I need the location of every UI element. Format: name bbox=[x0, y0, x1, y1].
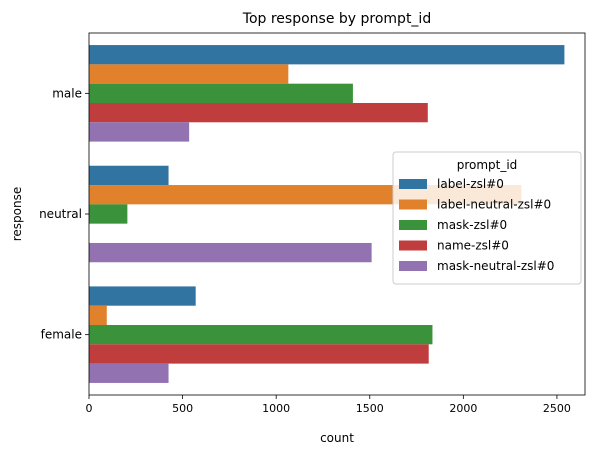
legend-label-mask-neutral-zsl-0: mask-neutral-zsl#0 bbox=[437, 259, 554, 273]
legend-label-label-zsl-0: label-zsl#0 bbox=[437, 177, 504, 191]
y-axis-label: response bbox=[10, 187, 24, 242]
bar-neutral-label-zsl-0 bbox=[89, 165, 169, 186]
bar-male-label-neutral-zsl-0 bbox=[89, 64, 289, 84]
bar-female-mask-neutral-zsl-0 bbox=[89, 363, 169, 383]
bar-female-label-neutral-zsl-0 bbox=[89, 305, 107, 326]
legend-swatch-label-neutral-zsl-0 bbox=[399, 199, 427, 210]
x-tick-label: 2500 bbox=[543, 402, 571, 415]
legend-swatch-label-zsl-0 bbox=[399, 179, 427, 189]
legend-items: label-zsl#0 label-neutral-zsl#0 mask-zsl#0… bbox=[399, 177, 554, 273]
legend-box bbox=[392, 151, 582, 285]
legend-label-mask-zsl-0: mask-zsl#0 bbox=[437, 218, 507, 232]
bar-female-label-zsl-0 bbox=[89, 286, 196, 306]
bar-neutral-mask-zsl-0 bbox=[89, 204, 128, 224]
bar-male-name-zsl-0 bbox=[89, 102, 428, 123]
x-axis-label: count bbox=[320, 431, 354, 445]
legend-title: prompt_id bbox=[457, 158, 518, 172]
legend-swatch-mask-zsl-0 bbox=[399, 220, 427, 230]
bar-neutral-mask-neutral-zsl-0 bbox=[89, 242, 372, 263]
x-tick-label: 2000 bbox=[449, 402, 477, 415]
y-tick-label-female: female bbox=[41, 328, 82, 342]
bar-female-mask-zsl-0 bbox=[89, 325, 433, 345]
legend-label-label-neutral-zsl-0: label-neutral-zsl#0 bbox=[437, 198, 551, 212]
bar-male-mask-zsl-0 bbox=[89, 83, 353, 103]
y-tick-label-male: male bbox=[52, 86, 82, 100]
bar-male-mask-neutral-zsl-0 bbox=[89, 122, 190, 142]
bar-female-name-zsl-0 bbox=[89, 344, 429, 364]
x-tick-label: 500 bbox=[172, 402, 193, 415]
y-axis-ticks: male neutral female bbox=[39, 86, 89, 342]
legend: prompt_id label-zsl#0 label-neutral-zsl#0… bbox=[392, 151, 582, 285]
x-tick-label: 1500 bbox=[356, 402, 384, 415]
bar-male-label-zsl-0 bbox=[89, 45, 565, 65]
x-axis-ticks: 0 500 1000 1500 2000 2500 bbox=[86, 395, 571, 415]
legend-swatch-name-zsl-0 bbox=[399, 240, 427, 251]
chart-title: Top response by prompt_id bbox=[242, 11, 431, 27]
x-tick-label: 0 bbox=[86, 402, 93, 415]
legend-swatch-mask-neutral-zsl-0 bbox=[399, 261, 427, 271]
bars-group bbox=[89, 45, 565, 383]
y-tick-label-neutral: neutral bbox=[39, 207, 82, 221]
legend-label-name-zsl-0: name-zsl#0 bbox=[437, 239, 509, 253]
x-tick-label: 1000 bbox=[262, 402, 290, 415]
